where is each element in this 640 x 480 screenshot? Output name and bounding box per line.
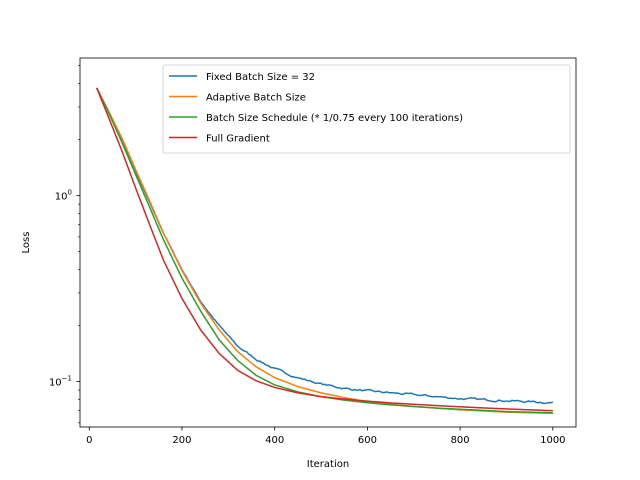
x-tick-label: 400: [265, 435, 284, 446]
legend-entry-label: Adaptive Batch Size: [206, 93, 306, 104]
y-tick-base: 10: [55, 192, 68, 203]
x-axis: 0 200 400 600 800 1000: [86, 427, 566, 446]
legend-entry-label: Batch Size Schedule (* 1/0.75 every 100 …: [206, 113, 463, 124]
y-tick-exponent: −1: [62, 375, 72, 383]
legend-entry-label: Full Gradient: [206, 134, 270, 145]
series-group: [95, 87, 554, 415]
y-axis-label: Loss: [21, 232, 32, 254]
x-axis-label: Iteration: [307, 459, 349, 470]
series-line-3: [95, 87, 553, 412]
y-tick-label: 10−1: [49, 375, 72, 389]
x-tick-label: 200: [172, 435, 191, 446]
x-tick-label: 600: [358, 435, 377, 446]
y-tick-label: 100: [55, 189, 72, 203]
x-tick-label: 0: [86, 435, 92, 446]
x-tick-label: 800: [451, 435, 470, 446]
y-tick-base: 10: [49, 378, 62, 389]
y-tick-exponent: 0: [68, 189, 72, 197]
x-tick-label: 1000: [540, 435, 565, 446]
axes-frame: [79, 57, 577, 428]
legend-box: [162, 64, 571, 154]
legend: Fixed Batch Size = 32 Adaptive Batch Size…: [162, 64, 571, 154]
legend-entry-label: Fixed Batch Size = 32: [206, 72, 315, 83]
